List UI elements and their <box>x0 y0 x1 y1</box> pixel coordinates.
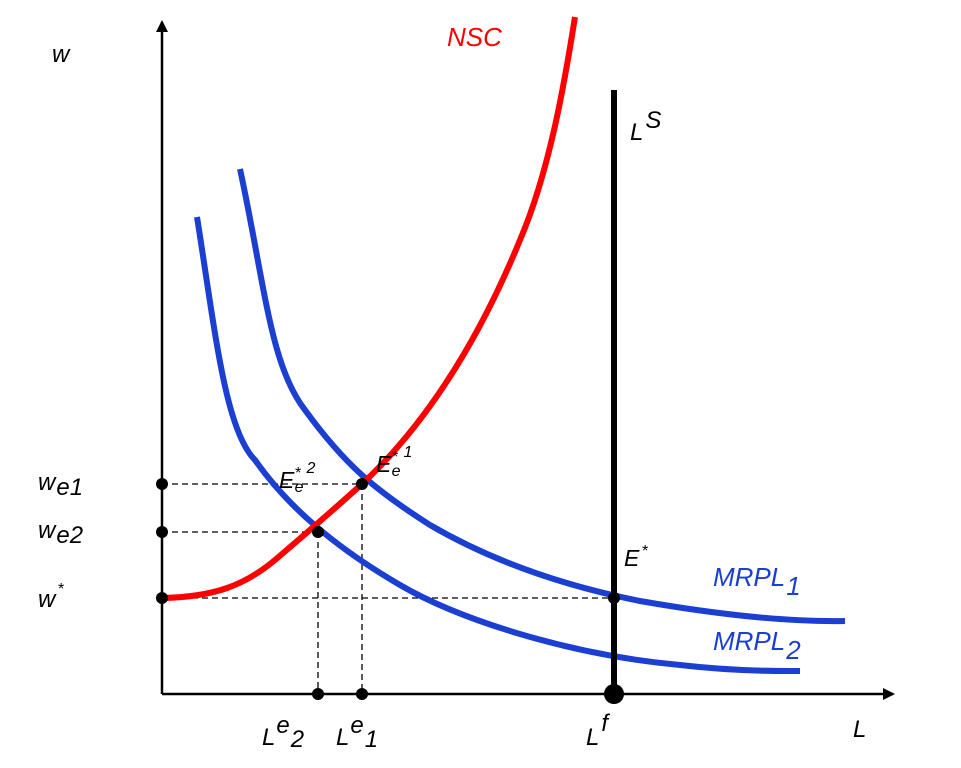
mrpl2-curve <box>194 216 801 675</box>
y-tick-wstar-base: w <box>38 586 57 613</box>
mrpl2-label-base: MRPL <box>713 626 785 656</box>
mrpl2-label-sub: 2 <box>785 635 801 665</box>
point-le1-axis <box>356 688 368 700</box>
x-tick-le1: Le1 <box>336 712 378 753</box>
mrpl1-curve <box>237 168 846 625</box>
x-tick-le2-sub: 2 <box>290 726 304 753</box>
nsc-curve <box>161 16 578 601</box>
mrpl2-label: MRPL2 <box>713 626 801 665</box>
nsc-label: NSC <box>447 22 502 52</box>
y-axis-label: w <box>52 41 71 68</box>
y-tick-we2-base: w <box>38 517 57 544</box>
ee2-label: E* e2 <box>279 460 315 496</box>
equilibrium-points <box>156 478 624 704</box>
ls-label: LS <box>630 107 661 146</box>
ee1-sub: e <box>392 463 401 480</box>
ls-label-base: L <box>630 119 643 146</box>
ee2-sup1: * <box>294 465 301 482</box>
x-tick-le1-base: L <box>336 724 349 751</box>
ee1-sup2: 1 <box>403 444 412 461</box>
point-wstar-axis <box>156 592 168 604</box>
mrpl1-label-base: MRPL <box>713 562 785 592</box>
e-star-base: E <box>624 545 640 571</box>
y-tick-wstar-sup: * <box>57 581 64 598</box>
ee2-base: E <box>279 467 295 493</box>
y-tick-we1-sub: e1 <box>56 474 83 501</box>
guide-lines <box>162 483 614 694</box>
point-ee2 <box>312 526 324 538</box>
e-star-sup: * <box>641 543 648 560</box>
ee1-base: E <box>376 451 392 477</box>
ls-label-sup: S <box>645 107 661 134</box>
y-tick-we2: we2 <box>38 517 83 549</box>
x-tick-le2-base: L <box>262 724 275 751</box>
x-tick-le1-sup: e <box>350 712 363 739</box>
point-le2-axis <box>312 688 324 700</box>
x-tick-lf: Lf <box>586 710 610 751</box>
x-tick-le2: Le2 <box>262 712 304 753</box>
y-tick-we2-sub: e2 <box>56 522 83 549</box>
ee1-label: E* e1 <box>376 444 412 480</box>
mrpl1-label: MRPL1 <box>713 562 801 601</box>
point-we2-axis <box>156 526 168 538</box>
y-tick-wstar: w * <box>38 581 64 613</box>
y-tick-we1-base: w <box>38 469 57 496</box>
ee2-sup2: 2 <box>305 460 315 477</box>
x-tick-le2-sup: e <box>276 712 289 739</box>
x-tick-lf-base: L <box>586 724 599 751</box>
x-tick-le1-sub: 1 <box>365 726 378 753</box>
point-we1-axis <box>156 478 168 490</box>
y-tick-we1: we1 <box>38 469 83 501</box>
x-tick-lf-sup: f <box>601 710 610 737</box>
mrpl1-label-sub: 1 <box>786 571 800 601</box>
point-ee1 <box>356 478 368 490</box>
x-axis-label: L <box>853 716 866 743</box>
ee1-sup1: * <box>391 449 398 466</box>
ee2-sub: e <box>295 479 304 496</box>
e-star-label: E * <box>624 543 648 571</box>
point-lf-axis <box>604 684 624 704</box>
point-e-star <box>608 592 620 604</box>
